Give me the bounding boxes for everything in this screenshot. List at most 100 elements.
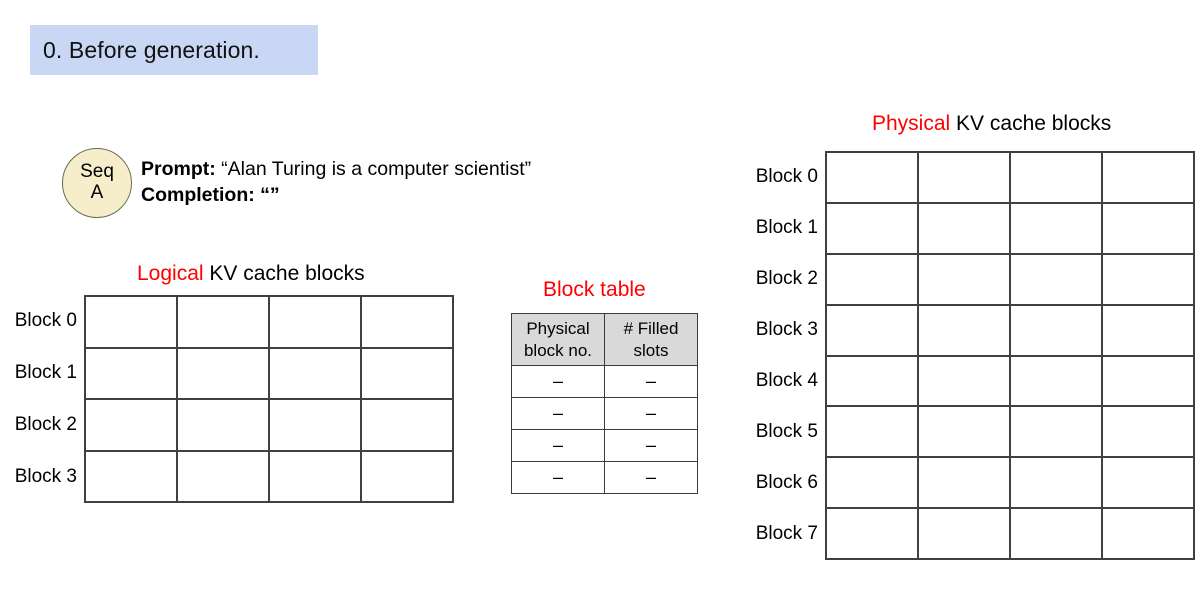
physical-kv-cell[interactable]	[827, 153, 919, 204]
physical-kv-cell[interactable]	[919, 153, 1011, 204]
physical-row-label: Block 7	[755, 523, 818, 545]
logical-kv-cell[interactable]	[270, 348, 362, 400]
logical-kv-cell[interactable]	[86, 348, 178, 400]
block-table-cell-filled: –	[604, 397, 698, 430]
physical-kv-cell[interactable]	[1011, 203, 1103, 255]
prompt-value: “Alan Turing is a computer scientist”	[221, 158, 532, 180]
logical-kv-cell[interactable]	[86, 400, 178, 452]
block-table-header-filled-slots: # Filled slots	[604, 313, 698, 366]
logical-row-label: Block 3	[14, 466, 77, 487]
physical-kv-cell[interactable]	[827, 356, 919, 408]
block-table-cell-physical: –	[511, 461, 605, 494]
sequence-badge: Seq A	[62, 148, 132, 218]
physical-row-label: Block 2	[755, 267, 818, 289]
physical-kv-cell[interactable]	[1011, 153, 1103, 204]
logical-kv-cell[interactable]	[362, 451, 454, 503]
physical-kv-cell[interactable]	[1103, 356, 1195, 408]
logical-kv-cell[interactable]	[178, 451, 270, 503]
physical-kv-cell[interactable]	[1103, 254, 1195, 306]
physical-kv-title-highlight: Physical	[872, 112, 951, 135]
physical-row-labels: Block 0 Block 1 Block 2 Block 3 Block 4 …	[735, 151, 825, 560]
completion-value: “”	[260, 183, 280, 206]
block-table-cell-physical: –	[511, 365, 605, 398]
physical-kv-cell[interactable]	[919, 458, 1011, 510]
physical-kv-cell[interactable]	[919, 254, 1011, 306]
prompt-label: Prompt:	[141, 158, 216, 180]
logical-kv-cell[interactable]	[86, 297, 178, 349]
physical-kv-cell[interactable]	[827, 407, 919, 459]
physical-row-label: Block 6	[755, 472, 818, 494]
table-row: – –	[511, 397, 698, 430]
physical-kv-cell[interactable]	[1103, 305, 1195, 357]
completion-line: Completion: “”	[141, 183, 531, 209]
logical-kv-cell[interactable]	[270, 297, 362, 349]
logical-kv-cell[interactable]	[362, 297, 454, 349]
physical-row-label: Block 0	[755, 165, 818, 187]
physical-kv-cell[interactable]	[827, 509, 919, 560]
block-table-header-physical-block-no: Physical block no.	[511, 313, 605, 366]
physical-row-label: Block 4	[755, 370, 818, 392]
logical-kv-cell[interactable]	[86, 451, 178, 503]
physical-kv-cell[interactable]	[919, 203, 1011, 255]
physical-kv-cell[interactable]	[827, 203, 919, 255]
physical-row-label: Block 5	[755, 421, 818, 443]
logical-kv-cell[interactable]	[178, 400, 270, 452]
logical-kv-cell[interactable]	[270, 400, 362, 452]
block-table-cell-filled: –	[604, 365, 698, 398]
physical-kv-cell[interactable]	[919, 356, 1011, 408]
logical-row-label: Block 2	[14, 414, 77, 435]
block-table: Physical block no. # Filled slots – – – …	[511, 313, 698, 494]
sequence-badge-line1: Seq	[80, 161, 114, 183]
physical-kv-cell[interactable]	[1011, 356, 1103, 408]
table-row: – –	[511, 365, 698, 398]
logical-kv-title-highlight: Logical	[137, 262, 204, 285]
table-row: – –	[511, 429, 698, 462]
header-line: block no.	[523, 340, 593, 360]
physical-kv-cell[interactable]	[1011, 305, 1103, 357]
physical-row-label: Block 1	[755, 216, 818, 238]
block-table-cell-physical: –	[511, 397, 605, 430]
physical-kv-cell[interactable]	[827, 458, 919, 510]
physical-kv-grid	[825, 151, 1195, 560]
header-line: # Filled	[623, 319, 679, 339]
physical-kv-cell[interactable]	[827, 254, 919, 306]
physical-kv-cell[interactable]	[1011, 509, 1103, 560]
logical-row-label: Block 0	[14, 310, 77, 331]
block-table-header-row: Physical block no. # Filled slots	[511, 313, 698, 366]
logical-kv-cell[interactable]	[178, 297, 270, 349]
physical-kv-title: Physical KV cache blocks	[872, 112, 1111, 136]
physical-kv-cell[interactable]	[1103, 153, 1195, 204]
step-label: 0. Before generation.	[43, 36, 260, 63]
sequence-badge-line2: A	[90, 182, 104, 203]
logical-kv-title-rest: KV cache blocks	[203, 262, 365, 285]
physical-kv-title-rest: KV cache blocks	[950, 112, 1112, 135]
physical-kv-cell[interactable]	[919, 509, 1011, 560]
block-table-title: Block table	[543, 278, 646, 301]
physical-kv-cell[interactable]	[919, 407, 1011, 459]
block-table-cell-physical: –	[511, 429, 605, 462]
logical-kv-cell[interactable]	[178, 348, 270, 400]
physical-kv-cell[interactable]	[1011, 458, 1103, 510]
physical-kv-cell[interactable]	[827, 305, 919, 357]
block-table-cell-filled: –	[604, 461, 698, 494]
prompt-line: Prompt: “Alan Turing is a computer scien…	[141, 157, 531, 183]
logical-kv-cell[interactable]	[362, 400, 454, 452]
logical-row-labels: Block 0 Block 1 Block 2 Block 3	[0, 295, 84, 503]
physical-kv-cell[interactable]	[1103, 407, 1195, 459]
logical-kv-title: Logical KV cache blocks	[137, 262, 365, 286]
physical-kv-cell[interactable]	[1011, 407, 1103, 459]
table-row: – –	[511, 461, 698, 494]
physical-kv-cell[interactable]	[1011, 254, 1103, 306]
physical-kv-cell[interactable]	[919, 305, 1011, 357]
logical-kv-cell[interactable]	[362, 348, 454, 400]
block-table-cell-filled: –	[604, 429, 698, 462]
physical-kv-cell[interactable]	[1103, 458, 1195, 510]
logical-kv-cell[interactable]	[270, 451, 362, 503]
physical-kv-cell[interactable]	[1103, 509, 1195, 560]
header-line: Physical	[526, 319, 590, 339]
physical-kv-cell[interactable]	[1103, 203, 1195, 255]
logical-kv-grid	[84, 295, 454, 503]
step-banner: 0. Before generation.	[30, 25, 318, 75]
header-line: slots	[633, 340, 669, 360]
physical-row-label: Block 3	[755, 318, 818, 340]
